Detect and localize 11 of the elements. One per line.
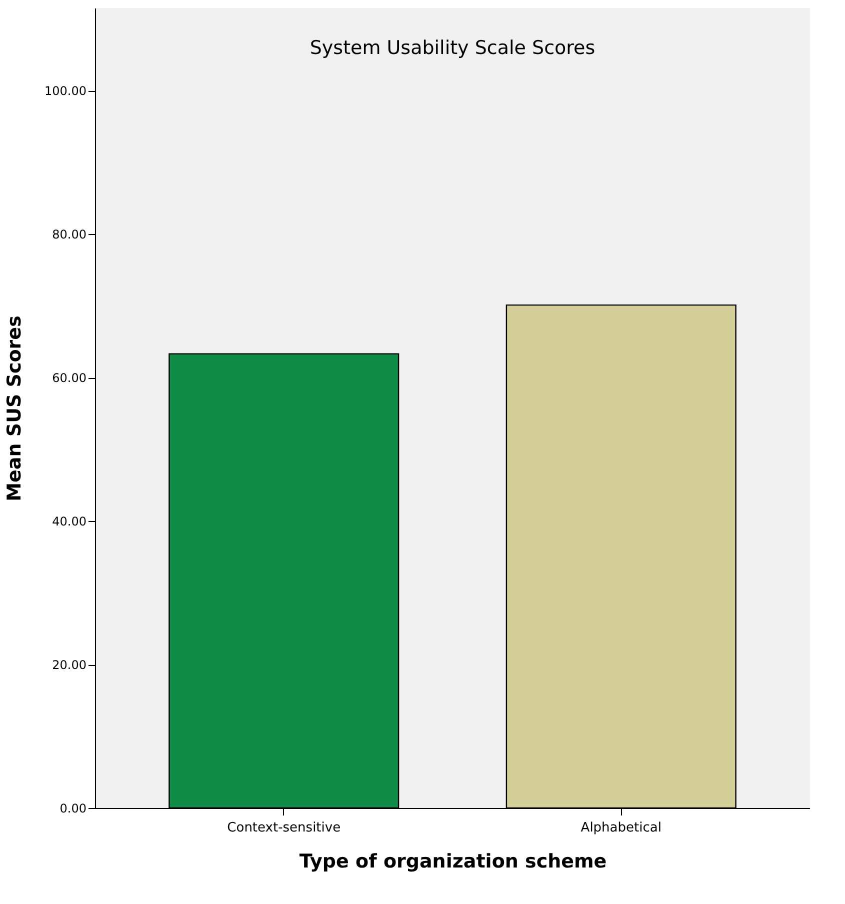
y-tick-label: 0.00 (60, 802, 86, 816)
y-tick-label: 40.00 (52, 514, 86, 529)
y-tick-label: 100.00 (44, 84, 86, 98)
x-tick-label: Alphabetical (580, 820, 662, 836)
y-tick-label: 60.00 (52, 371, 86, 386)
y-tick-label: 80.00 (52, 228, 86, 242)
x-tick-label: Context-sensitive (227, 820, 341, 836)
text: System Usability Scale Scores (310, 37, 596, 59)
y-tick-label: 20.00 (52, 658, 86, 672)
y-axis-title: Mean SUS Scores (4, 316, 26, 502)
x-axis-title: Type of organization scheme (299, 850, 607, 872)
